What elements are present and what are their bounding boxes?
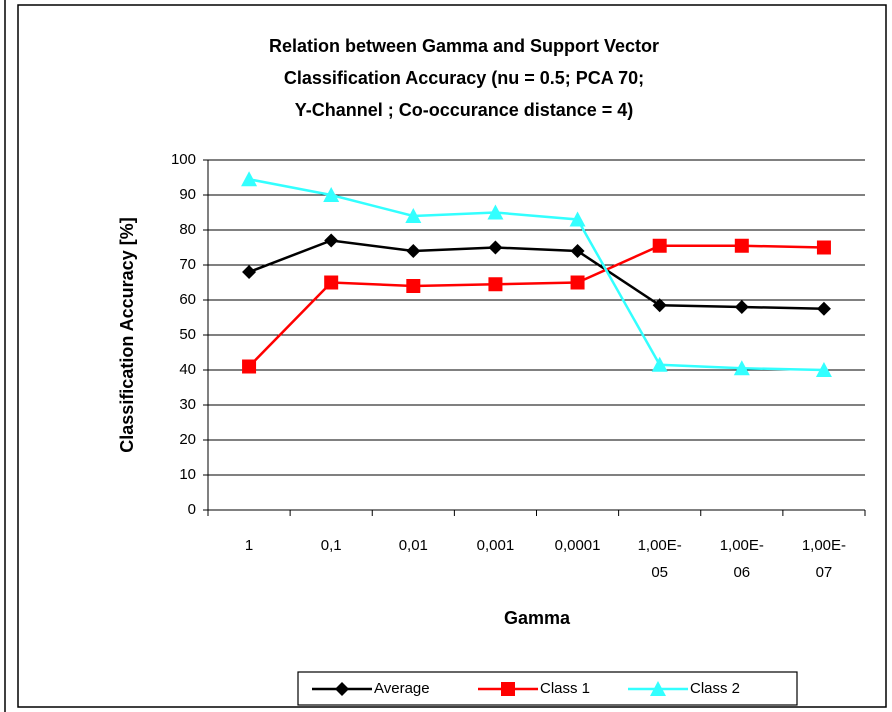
legend-marker bbox=[501, 682, 515, 696]
x-tick-label: 0,001 bbox=[477, 537, 515, 554]
data-point bbox=[816, 301, 831, 316]
data-point bbox=[816, 240, 831, 255]
data-point bbox=[652, 238, 667, 253]
legend-box bbox=[297, 671, 798, 706]
y-tick-label: 40 bbox=[179, 361, 196, 378]
legend-label: Class 1 bbox=[540, 680, 590, 697]
chart-border bbox=[17, 4, 887, 708]
series-line bbox=[248, 244, 824, 368]
data-point bbox=[488, 277, 503, 292]
chart-title: Classification Accuracy (nu = 0.5; PCA 7… bbox=[284, 68, 644, 88]
data-point bbox=[734, 238, 749, 253]
data-point bbox=[324, 233, 339, 248]
series-line bbox=[248, 178, 824, 372]
chart-title: Relation between Gamma and Support Vecto… bbox=[269, 36, 659, 56]
x-tick-label: 0,1 bbox=[321, 537, 342, 554]
y-tick-label: 10 bbox=[179, 466, 196, 483]
data-point bbox=[242, 265, 257, 279]
y-tick-label: 30 bbox=[179, 396, 196, 413]
data-point bbox=[487, 204, 504, 220]
data-point bbox=[405, 208, 422, 223]
data-point bbox=[406, 279, 421, 293]
y-axis-title: Classification Accuracy [%] bbox=[117, 217, 137, 452]
data-point bbox=[324, 275, 339, 290]
data-point bbox=[323, 187, 340, 202]
y-tick-label: 50 bbox=[179, 326, 196, 343]
x-tick-label: 1 bbox=[245, 537, 253, 554]
data-point bbox=[652, 298, 667, 313]
y-tick-label: 20 bbox=[179, 431, 196, 448]
data-point bbox=[733, 360, 750, 376]
x-tick-label: 0,0001 bbox=[555, 537, 601, 554]
x-tick-label: 1,00E-05 bbox=[638, 537, 682, 581]
x-tick-label: 0,01 bbox=[399, 537, 428, 554]
data-point bbox=[406, 244, 421, 258]
series-line bbox=[248, 239, 824, 310]
data-point bbox=[651, 356, 668, 372]
data-point bbox=[242, 359, 257, 374]
data-point bbox=[570, 244, 585, 258]
y-tick-label: 90 bbox=[179, 186, 196, 203]
x-tick-label: 1,00E-07 bbox=[802, 537, 846, 581]
legend-marker bbox=[650, 681, 666, 696]
legend-marker bbox=[335, 682, 349, 696]
y-tick-label: 80 bbox=[179, 221, 196, 238]
chart-title: Y-Channel ; Co-occurance distance = 4) bbox=[295, 100, 634, 120]
data-point bbox=[488, 240, 503, 255]
data-point bbox=[734, 300, 749, 314]
data-point bbox=[815, 362, 832, 377]
data-point bbox=[570, 275, 585, 290]
legend-label: Class 2 bbox=[690, 680, 740, 697]
data-point bbox=[569, 211, 586, 227]
y-tick-label: 0 bbox=[188, 501, 196, 518]
legend-label: Average bbox=[374, 680, 430, 697]
y-tick-label: 100 bbox=[171, 151, 196, 168]
y-tick-label: 70 bbox=[179, 256, 196, 273]
x-axis-title: Gamma bbox=[504, 608, 571, 628]
y-tick-label: 60 bbox=[179, 291, 196, 308]
data-point bbox=[241, 171, 258, 187]
x-tick-label: 1,00E-06 bbox=[720, 537, 764, 581]
